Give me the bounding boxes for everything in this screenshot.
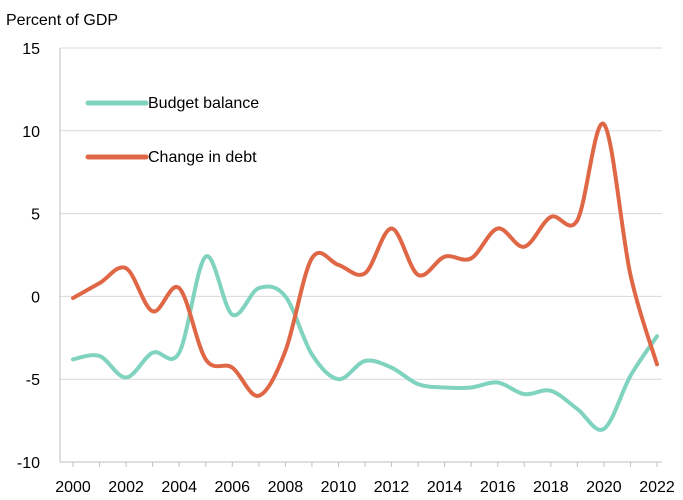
- legend-label-change-in-debt: Change in debt: [148, 149, 257, 166]
- x-tick-labels: 2000 2002 2004 2006 2008 2010 2012 2014 2016 2018…: [55, 479, 675, 496]
- x-tick-label: 2000: [55, 479, 91, 496]
- x-tick-label: 2016: [480, 479, 516, 496]
- y-tick-label: 0: [31, 289, 40, 306]
- y-axis-label: Percent of GDP: [6, 12, 118, 29]
- series-lines: [71, 122, 659, 432]
- x-tick-label: 2006: [214, 479, 250, 496]
- y-tick-labels: -10 -5 0 5 10 15: [17, 41, 40, 472]
- y-tick-label: 10: [22, 124, 40, 141]
- y-tick-label: -10: [17, 455, 40, 472]
- y-tick-label: -5: [26, 372, 40, 389]
- gridlines: [60, 47, 662, 380]
- series-line-change-in-debt: [71, 122, 659, 398]
- y-tick-label: 5: [31, 207, 40, 224]
- x-tick-label: 2008: [268, 479, 304, 496]
- x-tick-label: 2022: [639, 479, 675, 496]
- axes: [59, 48, 662, 467]
- x-tick-label: 2012: [374, 479, 410, 496]
- legend: Budget balance Change in debt: [85, 95, 259, 166]
- legend-label-budget-balance: Budget balance: [148, 95, 259, 112]
- series-line-budget-balance: [71, 254, 659, 432]
- x-tick-label: 2018: [533, 479, 569, 496]
- x-tick-label: 2020: [586, 479, 622, 496]
- x-tick-label: 2004: [161, 479, 197, 496]
- x-tick-label: 2010: [321, 479, 357, 496]
- x-tick-label: 2002: [108, 479, 144, 496]
- y-tick-label: 15: [22, 41, 40, 58]
- x-tick-label: 2014: [427, 479, 463, 496]
